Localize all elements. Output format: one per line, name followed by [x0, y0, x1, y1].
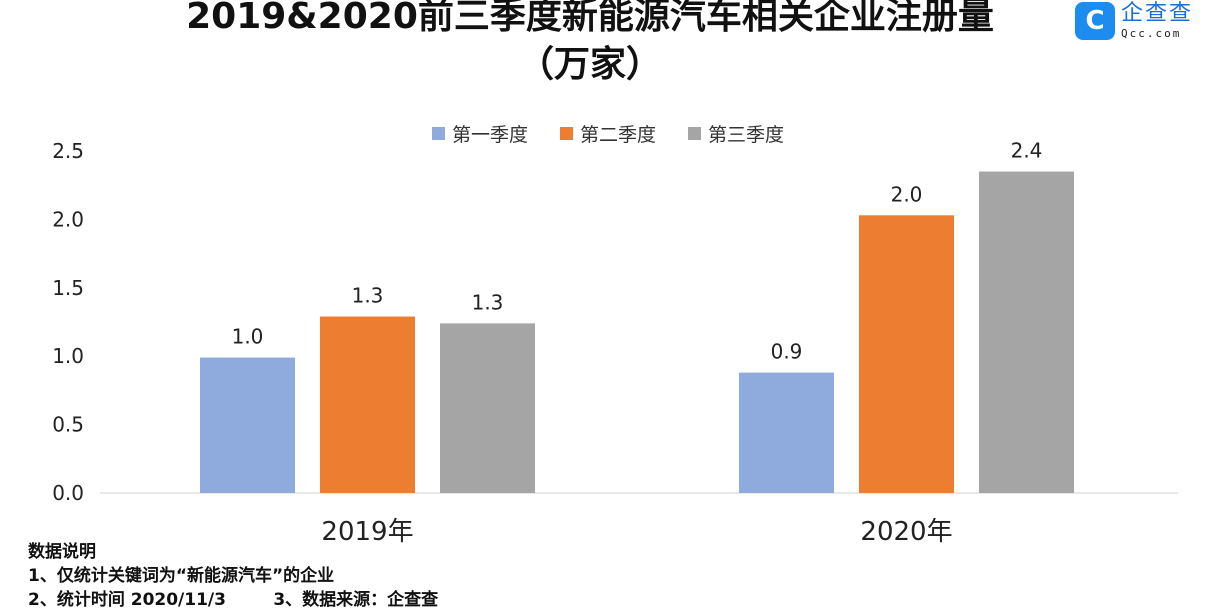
legend-label: 第一季度	[452, 124, 528, 146]
legend-swatch	[688, 127, 701, 140]
bar-第三季度-2019年	[440, 323, 535, 493]
data-notes: 数据说明 1、仅统计关键词为“新能源汽车”的企业 2、统计时间 2020/11/…	[28, 540, 438, 612]
x-tick-label: 2019年	[321, 517, 413, 547]
legend-label: 第二季度	[580, 124, 656, 146]
logo-name: 企查查	[1121, 1, 1194, 26]
bar-第一季度-2020年	[739, 372, 834, 493]
x-tick-label: 2020年	[860, 517, 952, 547]
logo-domain: Qcc.com	[1121, 27, 1182, 40]
qcc-logo: C 企查查 Qcc.com	[1075, 2, 1193, 40]
data-label: 1.0	[232, 325, 264, 349]
legend-swatch	[432, 127, 445, 140]
legend-swatch	[560, 127, 573, 140]
bar-第二季度-2020年	[859, 215, 954, 493]
data-label: 1.3	[352, 284, 384, 308]
data-label: 2.4	[1011, 139, 1043, 163]
notes-line-2: 2、统计时间 2020/11/3 3、数据来源：企查查	[28, 590, 439, 610]
bar-第三季度-2020年	[979, 171, 1074, 493]
data-label: 1.3	[472, 290, 504, 314]
data-label: 2.0	[891, 182, 923, 206]
y-tick-label: 2.5	[52, 139, 84, 163]
notes-line-1: 1、仅统计关键词为“新能源汽车”的企业	[28, 566, 335, 586]
chart-title: 2019&2020前三季度新能源汽车相关企业注册量	[186, 0, 994, 37]
y-tick-label: 0.0	[52, 481, 84, 505]
qcc-logo-icon: C	[1075, 2, 1115, 40]
y-tick-label: 1.0	[52, 344, 84, 368]
legend-label: 第三季度	[708, 124, 784, 146]
bar-第二季度-2019年	[320, 316, 415, 493]
y-tick-label: 2.0	[52, 207, 84, 231]
y-tick-label: 1.5	[52, 276, 84, 300]
chart-subtitle: （万家）	[517, 44, 662, 85]
data-label: 0.9	[771, 340, 803, 364]
y-tick-label: 0.5	[52, 413, 84, 437]
bar-第一季度-2019年	[200, 357, 295, 493]
notes-heading: 数据说明	[28, 542, 96, 562]
